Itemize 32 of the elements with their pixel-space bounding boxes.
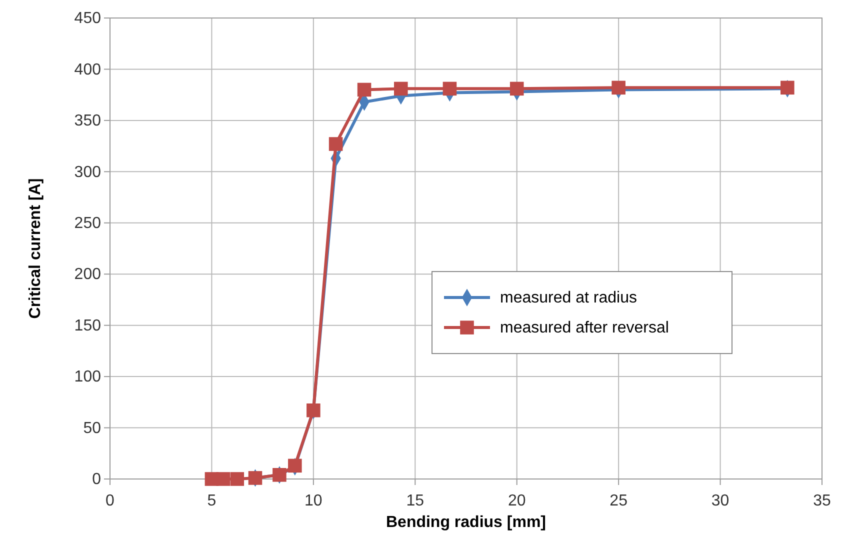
y-tick-label: 100 <box>74 368 102 386</box>
point <box>394 82 408 96</box>
y-tick-label: 250 <box>74 215 102 232</box>
point <box>612 80 626 95</box>
x-tick-label: 0 <box>106 492 115 510</box>
x-tick-label: 30 <box>711 492 730 510</box>
point <box>216 472 230 486</box>
y-tick-label: 350 <box>74 112 102 130</box>
x-tick-label: 15 <box>406 492 424 510</box>
x-axis-title: Bending radius [mm] <box>386 514 546 531</box>
point <box>780 80 794 95</box>
y-tick-label: 400 <box>74 61 102 78</box>
y-tick-label: 300 <box>74 164 102 181</box>
y-tick-label: 150 <box>74 317 102 334</box>
x-tick-label: 35 <box>813 492 831 510</box>
point <box>442 82 457 96</box>
point <box>230 472 244 486</box>
x-tick-label: 25 <box>610 492 628 510</box>
point <box>288 458 302 473</box>
x-tick-label: 5 <box>207 492 216 510</box>
legend-label: measured at radius <box>500 290 637 307</box>
x-tick-label: 20 <box>508 492 526 510</box>
point <box>357 82 372 97</box>
y-axis-title: Critical current [A] <box>27 178 44 319</box>
y-tick-label: 200 <box>74 266 102 284</box>
y-tick-label: 450 <box>74 10 102 28</box>
point <box>328 137 343 151</box>
y-tick-label: 50 <box>83 420 102 437</box>
x-tick-label: 10 <box>304 492 322 510</box>
legend-label: measured after reversal <box>500 320 669 337</box>
point <box>510 82 524 96</box>
y-tick-label: 0 <box>92 471 102 488</box>
